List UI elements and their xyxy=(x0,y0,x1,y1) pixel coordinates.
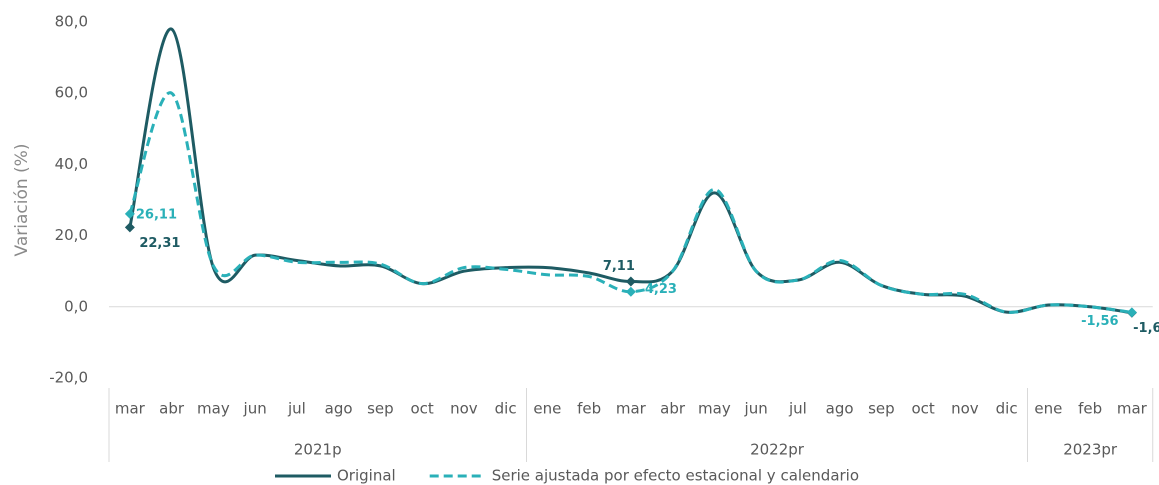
x-tick-label: may xyxy=(698,400,731,418)
x-tick-label: abr xyxy=(159,400,185,418)
x-tick-label: mar xyxy=(115,400,146,418)
legend-label: Serie ajustada por efecto estacional y c… xyxy=(492,467,859,485)
point-marker xyxy=(625,276,636,287)
x-tick-label: oct xyxy=(410,400,433,418)
value-label: -1,67 xyxy=(1133,321,1159,336)
x-tick-label: ago xyxy=(826,400,854,418)
y-tick-label: 20,0 xyxy=(55,226,88,244)
y-tick-label: 40,0 xyxy=(55,155,88,173)
value-label: 26,11 xyxy=(136,207,177,222)
y-tick-label: -20,0 xyxy=(49,369,88,387)
value-label: 7,11 xyxy=(603,259,635,274)
x-tick-label: may xyxy=(197,400,230,418)
x-tick-label: sep xyxy=(868,400,895,418)
x-tick-label: ene xyxy=(533,400,561,418)
y-tick-label: 60,0 xyxy=(55,84,88,102)
point-marker xyxy=(1126,307,1137,318)
x-tick-label: mar xyxy=(616,400,647,418)
value-label: 22,31 xyxy=(139,236,180,251)
x-tick-label: ago xyxy=(325,400,353,418)
x-tick-label: nov xyxy=(951,400,979,418)
x-tick-label: feb xyxy=(1078,400,1102,418)
value-label: -1,56 xyxy=(1081,314,1118,329)
x-tick-label: mar xyxy=(1117,400,1148,418)
x-tick-label: jul xyxy=(287,400,306,418)
point-marker xyxy=(124,222,135,233)
y-tick-label: 80,0 xyxy=(55,13,88,31)
x-tick-label: abr xyxy=(660,400,686,418)
x-tick-label: jun xyxy=(243,400,267,418)
x-tick-label: oct xyxy=(911,400,934,418)
group-label: 2021p xyxy=(294,441,342,459)
x-tick-label: dic xyxy=(495,400,517,418)
point-marker xyxy=(625,286,636,297)
group-label: 2023pr xyxy=(1063,441,1118,459)
point-marker xyxy=(124,208,135,219)
x-tick-label: sep xyxy=(367,400,394,418)
group-label: 2022pr xyxy=(750,441,805,459)
y-axis-label: Variación (%) xyxy=(12,144,32,257)
x-tick-label: feb xyxy=(577,400,601,418)
value-label: 4,23 xyxy=(645,282,677,297)
x-tick-label: jun xyxy=(744,400,768,418)
x-tick-label: dic xyxy=(996,400,1018,418)
x-tick-label: ene xyxy=(1034,400,1062,418)
y-tick-label: 0,0 xyxy=(64,297,88,315)
x-tick-label: nov xyxy=(450,400,478,418)
x-tick-label: jul xyxy=(788,400,807,418)
legend-label: Original xyxy=(337,467,396,485)
